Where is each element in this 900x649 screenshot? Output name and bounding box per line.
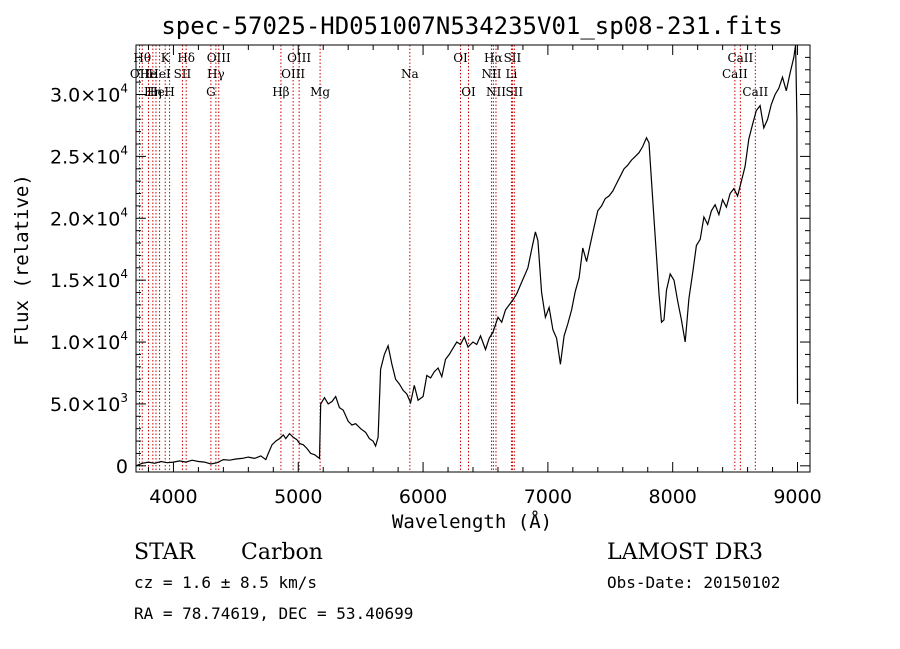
y-axis-ticks: 05.0×1031.0×1041.5×1042.0×1042.5×1043.0×… bbox=[50, 56, 810, 478]
y-tick-mantissa: 2.5×10 bbox=[50, 146, 120, 168]
line-marker-label: NII bbox=[481, 67, 501, 81]
line-marker-label: SII bbox=[505, 85, 523, 99]
line-marker-label: He bbox=[147, 85, 165, 99]
x-tick-label: 5000 bbox=[274, 486, 322, 508]
spectrum-series-line bbox=[135, 44, 799, 467]
y-tick-mantissa: 5.0×10 bbox=[50, 394, 120, 416]
x-tick-label: 8000 bbox=[649, 486, 697, 508]
object-class: STAR bbox=[134, 540, 196, 565]
y-tick-mantissa: 2.0×10 bbox=[50, 208, 120, 230]
y-tick-exponent: 4 bbox=[120, 143, 128, 157]
y-axis-label: Flux (relative) bbox=[11, 174, 33, 346]
x-tick-label: 6000 bbox=[399, 486, 447, 508]
y-tick-exponent: 4 bbox=[120, 329, 128, 343]
y-tick-mantissa: 3.0×10 bbox=[50, 85, 120, 107]
spectral-line-labels: HθOIIHeHηHeHeIKHSIIHδGHγOIIIHβOIIIOIIIMg… bbox=[130, 51, 769, 99]
y-tick-label: 3.0×104 bbox=[50, 82, 128, 107]
y-tick-exponent: 4 bbox=[120, 205, 128, 219]
y-tick-exponent: 4 bbox=[120, 267, 128, 281]
y-tick-label: 1.0×104 bbox=[50, 329, 128, 354]
line-marker-label: Mg bbox=[310, 85, 330, 99]
redshift-velocity: cz = 1.6 ± 8.5 km/s bbox=[134, 573, 317, 592]
chart-title: spec-57025-HD051007N534235V01_sp08-231.f… bbox=[161, 12, 782, 40]
line-marker-label: SII bbox=[504, 51, 522, 65]
line-marker-label: OI bbox=[461, 85, 476, 99]
x-tick-label: 4000 bbox=[149, 486, 197, 508]
line-marker-label: OIII bbox=[207, 51, 231, 65]
line-marker-label: NII bbox=[486, 85, 506, 99]
observation-date: Obs-Date: 20150102 bbox=[607, 573, 780, 592]
line-marker-label: H bbox=[164, 85, 174, 99]
x-axis-ticks: 4000 5000 6000 7000 8000 9000 bbox=[147, 45, 822, 508]
line-marker-label: CaII bbox=[742, 85, 768, 99]
y-tick-exponent: 3 bbox=[120, 391, 128, 405]
x-tick-label: 7000 bbox=[524, 486, 572, 508]
spectral-line-markers bbox=[138, 45, 756, 472]
object-subclass: Carbon bbox=[241, 540, 323, 565]
y-tick-label: 2.5×104 bbox=[50, 143, 128, 168]
line-marker-label: SII bbox=[174, 67, 192, 81]
plot-frame bbox=[135, 44, 811, 473]
survey-name: LAMOST DR3 bbox=[607, 540, 763, 565]
line-marker-label: HeI bbox=[148, 67, 171, 81]
line-marker-label: G bbox=[206, 85, 216, 99]
line-marker-label: Li bbox=[506, 67, 518, 81]
y-tick-mantissa: 0 bbox=[116, 456, 128, 478]
y-tick-mantissa: 1.0×10 bbox=[50, 332, 120, 354]
line-marker-label: Hθ bbox=[133, 51, 151, 65]
y-tick-label: 0 bbox=[116, 456, 128, 478]
sky-coordinates: RA = 78.74619, DEC = 53.40699 bbox=[134, 604, 413, 623]
line-marker-label: Hα bbox=[484, 51, 503, 65]
line-marker-label: CaII bbox=[727, 51, 753, 65]
y-tick-label: 5.0×103 bbox=[50, 391, 128, 416]
line-marker-label: Hγ bbox=[207, 67, 225, 81]
y-tick-label: 1.5×104 bbox=[50, 267, 128, 292]
line-marker-label: OIII bbox=[281, 67, 305, 81]
x-axis-label: Wavelength (Å) bbox=[392, 510, 552, 533]
y-tick-label: 2.0×104 bbox=[50, 205, 128, 230]
line-marker-label: Hδ bbox=[177, 51, 195, 65]
line-marker-label: He bbox=[140, 67, 158, 81]
line-marker-label: OI bbox=[453, 51, 468, 65]
line-marker-label: K bbox=[161, 51, 171, 65]
y-tick-exponent: 4 bbox=[120, 82, 128, 96]
line-marker-label: OIII bbox=[287, 51, 311, 65]
x-tick-label: 9000 bbox=[773, 486, 821, 508]
line-marker-label: Hβ bbox=[272, 85, 289, 99]
line-marker-label: Hη bbox=[144, 85, 162, 99]
line-marker-label: OII bbox=[130, 67, 150, 81]
y-tick-mantissa: 1.5×10 bbox=[50, 270, 120, 292]
line-marker-label: CaII bbox=[722, 67, 748, 81]
line-marker-label: Na bbox=[401, 67, 419, 81]
